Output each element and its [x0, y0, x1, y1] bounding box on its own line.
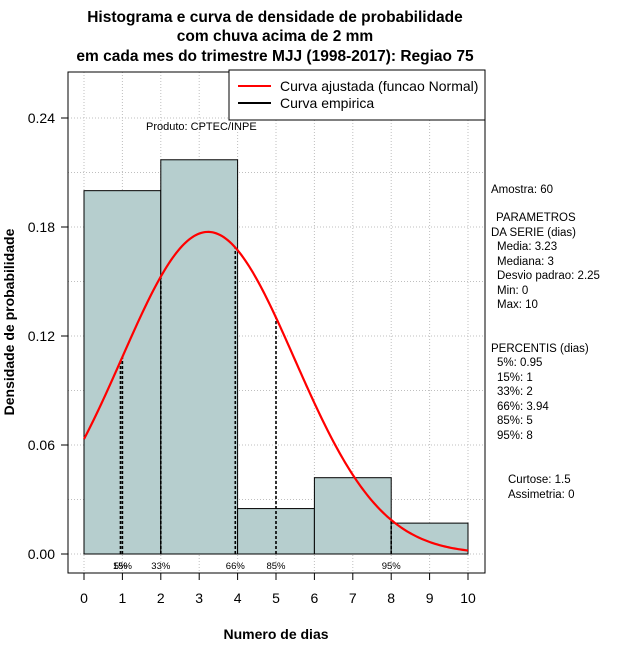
x-tick-label: 8 [387, 590, 395, 606]
y-axis-title: Densidade de probabilidade [1, 228, 17, 415]
x-tick-label: 0 [80, 590, 88, 606]
percentile-label: 33% [151, 561, 171, 572]
title-line-3: em cada mes do trimestre MJJ (1998-2017)… [76, 48, 474, 65]
percentil-15: 15%: 1 [497, 372, 533, 384]
fitted-normal-curve [83, 230, 469, 552]
percentile-label: 66% [226, 561, 246, 572]
percentis-header: PERCENTIS (dias) [491, 343, 589, 355]
histogram-bar [313, 477, 392, 555]
x-tick-label: 9 [426, 590, 434, 606]
legend-fitted-label: Curva ajustada (funcao Normal) [280, 78, 478, 94]
legend-empirical-label: Curva empirica [280, 95, 374, 111]
x-axis-title: Numero de dias [223, 626, 328, 642]
stats-panel: Amostra: 60 PARAMETROS DA SERIE (dias) M… [491, 184, 600, 501]
y-axis: 0.00 0.06 0.12 0.18 0.24 [28, 110, 69, 562]
y-tick-label: 0.18 [28, 219, 55, 235]
y-tick-label: 0.00 [28, 546, 55, 562]
x-tick-label: 2 [157, 590, 165, 606]
title-line-2: com chuva acima de 2 mm [177, 28, 373, 45]
x-tick-label: 4 [234, 590, 242, 606]
percentile-label: 5% [114, 561, 128, 572]
histogram-bar [160, 159, 239, 555]
param-mediana: Mediana: 3 [497, 256, 554, 268]
param-min: Min: 0 [497, 285, 528, 297]
param-desvio: Desvio padrao: 2.25 [497, 270, 600, 282]
y-tick-label: 0.12 [28, 328, 55, 344]
percentile-label: 15% [113, 561, 133, 572]
percentil-95: 95%: 8 [497, 430, 533, 442]
params-header-1: PARAMETROS [496, 212, 576, 224]
percentile-lines: 5%15% 33% 66% 85% 95% [113, 247, 402, 572]
x-tick-label: 6 [311, 590, 319, 606]
percentil-66: 66%: 3.94 [497, 401, 549, 413]
percentil-33: 33%: 2 [497, 386, 533, 398]
title-line-1: Histograma e curva de densidade de proba… [87, 9, 463, 26]
percentile-label: 95% [382, 561, 402, 572]
x-tick-label: 10 [460, 590, 476, 606]
percentile-label: 85% [266, 561, 286, 572]
y-tick-label: 0.24 [28, 110, 55, 126]
x-axis: 0 1 2 3 4 5 6 7 8 9 10 [80, 572, 476, 606]
sample-size: Amostra: 60 [491, 184, 553, 196]
x-tick-label: 5 [272, 590, 280, 606]
x-tick-label: 1 [119, 590, 127, 606]
params-header-2: DA SERIE (dias) [491, 227, 576, 239]
legend: Curva ajustada (funcao Normal) Curva emp… [228, 69, 486, 121]
assimetria: Assimetria: 0 [508, 489, 574, 501]
legend-box [228, 69, 486, 121]
curtose: Curtose: 1.5 [508, 474, 571, 486]
chart-title: Histograma e curva de densidade de proba… [76, 9, 474, 65]
percentil-85: 85%: 5 [497, 415, 533, 427]
product-label: Produto: CPTEC/INPE [146, 121, 257, 133]
param-max: Max: 10 [497, 299, 538, 311]
y-tick-label: 0.06 [28, 437, 55, 453]
x-tick-label: 7 [349, 590, 357, 606]
x-tick-label: 3 [195, 590, 203, 606]
param-media: Media: 3.23 [497, 241, 557, 253]
percentil-5: 5%: 0.95 [497, 357, 542, 369]
